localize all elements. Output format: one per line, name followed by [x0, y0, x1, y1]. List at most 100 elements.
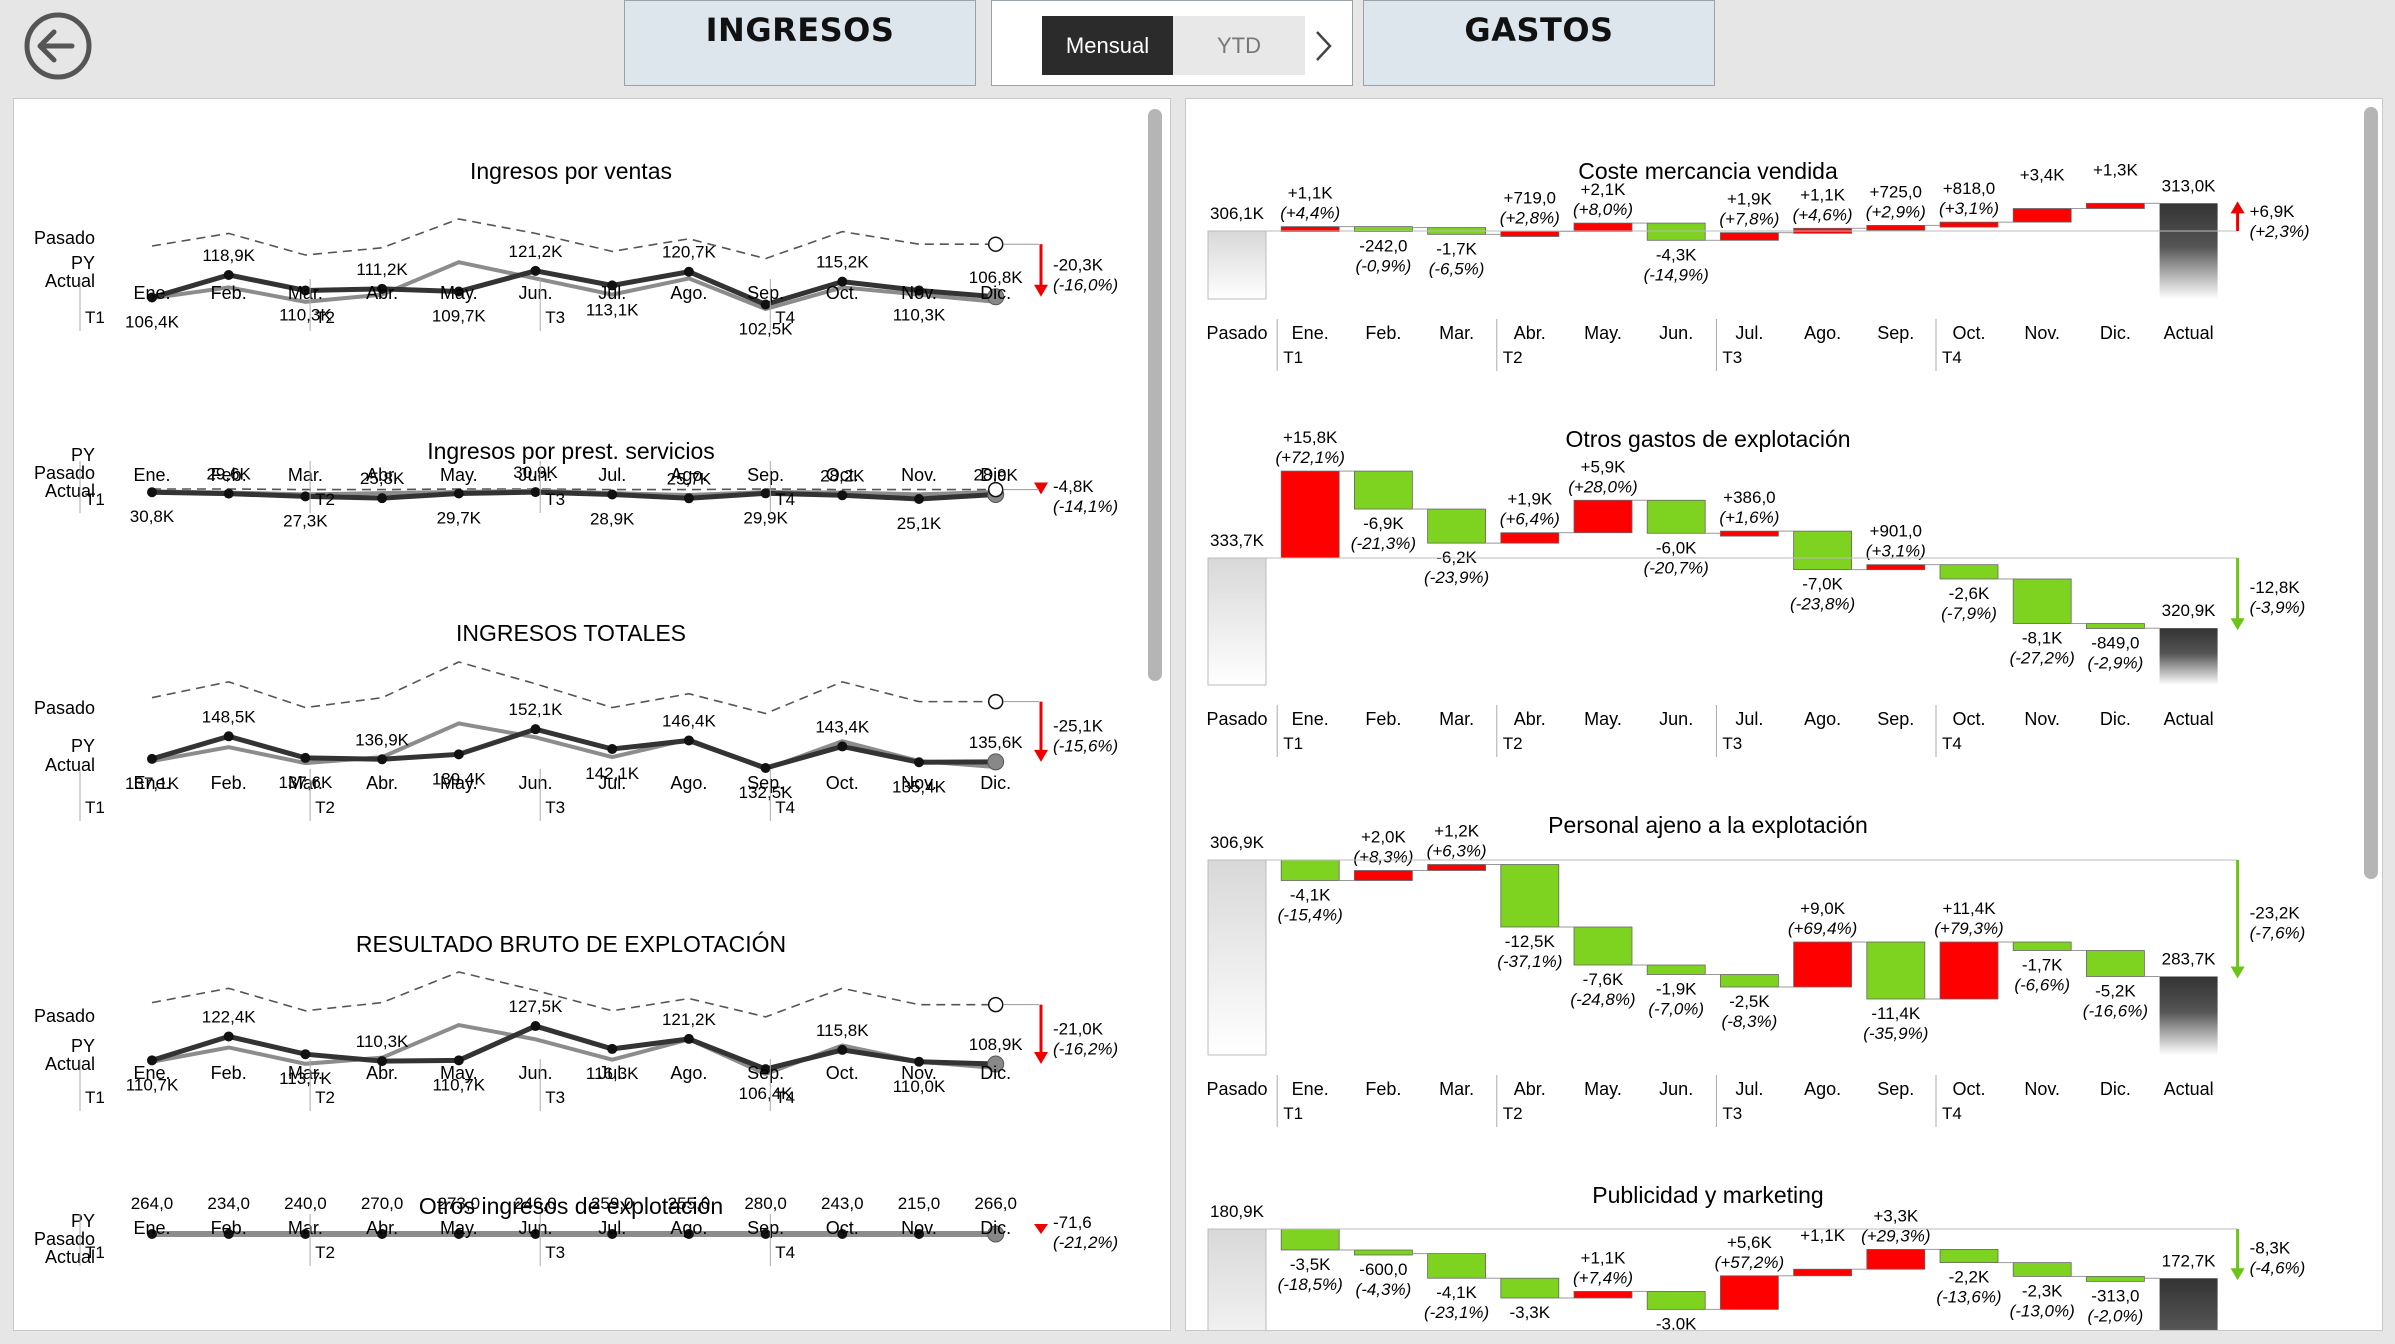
- legend-actual: Actual: [45, 1054, 95, 1074]
- delta-pct: (+4,6%): [1793, 205, 1853, 224]
- delta-pct: (-8,3%): [1722, 1012, 1778, 1031]
- actual-point: [607, 280, 618, 291]
- month-label: Mar.: [288, 773, 323, 793]
- delta-label: -5,2K: [2095, 982, 2136, 1001]
- actual-point: [147, 1229, 157, 1239]
- month-label: Ago.: [670, 773, 707, 793]
- pasado-bar: [1207, 859, 1267, 1056]
- last-point: [987, 1055, 1005, 1073]
- quarter-label: T1: [1283, 734, 1303, 753]
- data-label: 266,0: [974, 1194, 1017, 1213]
- waterfall-bar: [1720, 1275, 1779, 1310]
- gastos-tab[interactable]: GASTOS: [1363, 0, 1715, 86]
- delta-label: +5,9K: [1581, 457, 1627, 476]
- actual-point: [147, 487, 157, 498]
- variance-value: -71,6: [1053, 1213, 1092, 1232]
- start-label: 306,1K: [1210, 204, 1265, 223]
- category-label: Pasado: [1206, 709, 1267, 729]
- actual-point: [914, 285, 924, 296]
- actual-point: [530, 265, 541, 276]
- variance-pct: (-15,6%): [1053, 737, 1118, 756]
- variance-value: -20,3K: [1053, 255, 1104, 274]
- actual-point: [607, 1043, 618, 1054]
- month-label: Ene.: [1292, 709, 1329, 729]
- delta-pct: (+6,4%): [1500, 510, 1560, 529]
- actual-point: [837, 1044, 848, 1055]
- data-label: 115,2K: [816, 253, 869, 272]
- ingresos-label: INGRESOS: [705, 11, 895, 49]
- variance-pct: (-16,0%): [1053, 275, 1118, 294]
- actual-point: [223, 269, 234, 280]
- quarter-label: T2: [1503, 734, 1523, 753]
- ytd-option[interactable]: YTD: [1173, 16, 1305, 75]
- back-button[interactable]: [20, 8, 96, 84]
- month-label: Ago.: [670, 1063, 707, 1083]
- month-label: Nov.: [901, 465, 937, 485]
- delta-pct: (+28,0%): [1568, 477, 1637, 496]
- quarter-label: T1: [1283, 1104, 1303, 1123]
- waterfall-bar: [1939, 564, 1999, 580]
- delta-label: -6,9K: [1363, 514, 1404, 533]
- quarter-label: T1: [85, 1243, 105, 1262]
- actual-point: [453, 1229, 464, 1239]
- data-label: 29,7K: [437, 509, 482, 528]
- quarter-label: T2: [315, 798, 335, 817]
- data-label: 30,8K: [130, 507, 175, 526]
- plan-last-point: [987, 996, 1004, 1013]
- delta-label: +1,1K: [1581, 1248, 1627, 1267]
- month-label: Jun.: [518, 1063, 552, 1083]
- month-label: Ene.: [133, 465, 170, 485]
- chevron-right-icon[interactable]: [1312, 29, 1336, 63]
- waterfall-bar: [2012, 578, 2072, 624]
- actual-point: [147, 292, 157, 303]
- month-label: Oct.: [1952, 1079, 1985, 1099]
- actual-point: [683, 493, 694, 504]
- data-label: 110,0K: [893, 1077, 946, 1096]
- variance-pct: (-14,1%): [1053, 497, 1118, 516]
- period-toggle: Mensual YTD: [991, 0, 1353, 86]
- actual-bar: [2159, 628, 2218, 685]
- quarter-label: T2: [315, 1088, 335, 1107]
- month-label: Feb.: [211, 465, 247, 485]
- quarter-label: T3: [545, 308, 565, 327]
- delta-pct: (-15,4%): [1278, 906, 1343, 925]
- month-label: Mar.: [288, 283, 323, 303]
- legend-py: PY: [71, 253, 95, 273]
- delta-pct: (-24,8%): [1570, 990, 1635, 1009]
- data-label: 25,1K: [897, 514, 942, 533]
- total-variance-pct: (-3,9%): [2250, 598, 2306, 617]
- month-label: Dic.: [2100, 1079, 2131, 1099]
- actual-point: [914, 1229, 924, 1239]
- waterfall-bar: [1720, 530, 1779, 537]
- ingresos-tab[interactable]: INGRESOS: [624, 0, 976, 86]
- actual-point: [377, 1229, 388, 1239]
- actual-point: [453, 488, 464, 499]
- pasado-line: [151, 218, 996, 260]
- py-line: [151, 260, 996, 312]
- scrollbar-thumb[interactable]: [1148, 109, 1162, 681]
- total-variance: -23,2K: [2250, 903, 2301, 922]
- total-variance-pct: (+2,3%): [2250, 222, 2310, 241]
- actual-point: [760, 1064, 771, 1075]
- month-label: Nov.: [901, 773, 937, 793]
- delta-label: +15,8K: [1283, 428, 1338, 447]
- month-label: Nov.: [2024, 323, 2060, 343]
- data-label: 148,5K: [202, 707, 257, 726]
- delta-pct: (-23,9%): [1424, 568, 1489, 587]
- delta-label: +1,3K: [2093, 160, 2139, 179]
- waterfall-bar: [1500, 1277, 1560, 1299]
- actual-point: [300, 752, 311, 763]
- waterfall-bar: [2086, 950, 2145, 977]
- delta-label: -2,3K: [2022, 1281, 2063, 1300]
- scrollbar-thumb[interactable]: [2364, 107, 2378, 879]
- mensual-option[interactable]: Mensual: [1042, 16, 1173, 75]
- data-label: 109,7K: [432, 307, 487, 326]
- month-label: Oct.: [826, 1063, 859, 1083]
- data-label: 143,4K: [815, 717, 870, 736]
- actual-point: [377, 754, 388, 765]
- month-label: Feb.: [211, 773, 247, 793]
- month-label: Abr.: [366, 1063, 398, 1083]
- month-label: Jun.: [518, 283, 552, 303]
- month-label: Jul.: [598, 773, 626, 793]
- delta-pct: (+57,2%): [1715, 1253, 1784, 1272]
